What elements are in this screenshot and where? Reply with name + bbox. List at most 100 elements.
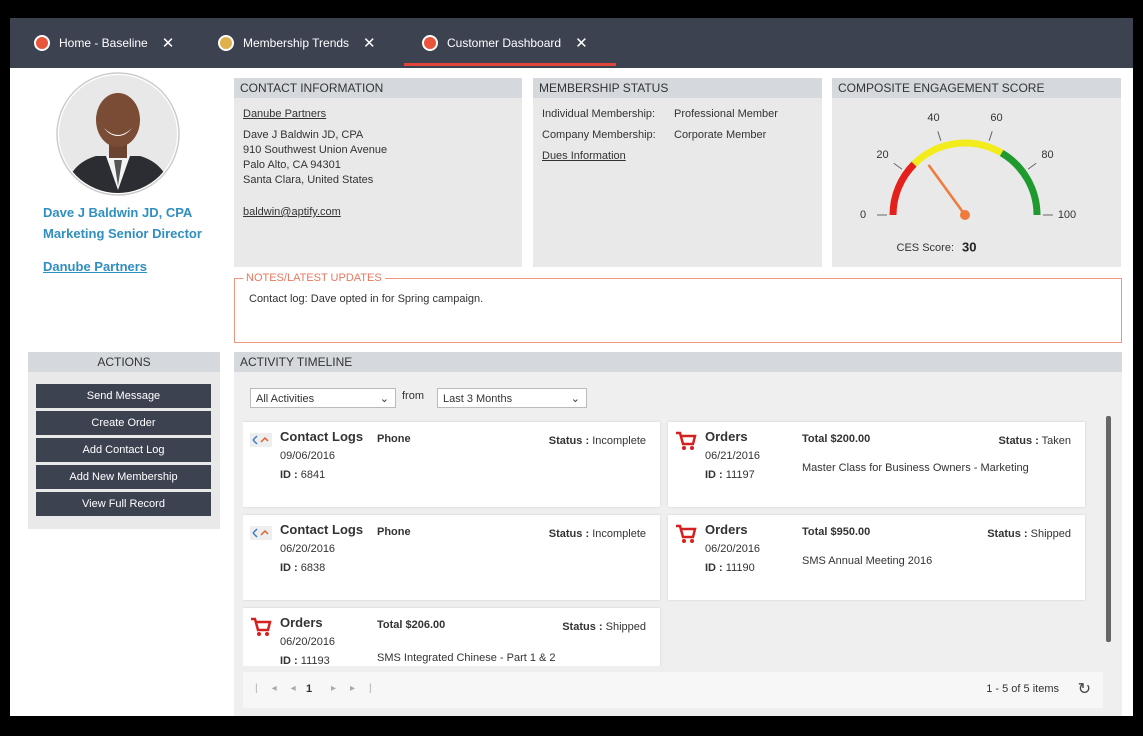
item-description: SMS Integrated Chinese - Part 1 & 2 xyxy=(377,652,556,664)
actions-title: ACTIONS xyxy=(28,352,220,372)
cart-icon xyxy=(674,430,698,452)
item-date: 06/21/2016 xyxy=(705,450,760,462)
membership-value: Corporate Member xyxy=(674,129,766,141)
contact-line: Santa Clara, United States xyxy=(243,174,373,186)
item-status: Status : Shipped xyxy=(987,528,1071,540)
item-id: ID : 6841 xyxy=(280,469,325,481)
contact-email[interactable]: baldwin@aptify.com xyxy=(243,206,341,218)
contact-log-icon xyxy=(249,430,273,452)
item-status-label: Status : xyxy=(998,435,1038,447)
timeline-title: ACTIVITY TIMELINE xyxy=(234,352,1122,372)
gauge-tick xyxy=(894,163,902,169)
profile-company[interactable]: Danube Partners xyxy=(43,259,147,274)
item-status-value: Incomplete xyxy=(592,435,646,447)
item-status-label: Status : xyxy=(562,621,602,633)
pager-next[interactable]: ▸▸| xyxy=(331,683,386,694)
cart-body xyxy=(676,433,695,444)
gauge-band xyxy=(1002,153,1037,215)
contact-log-icon xyxy=(249,523,273,545)
timeline-card[interactable]: Contact Logs06/20/2016ID : 6838PhoneStat… xyxy=(243,515,660,600)
cart-wheel xyxy=(265,632,269,636)
item-id-value: 11193 xyxy=(301,655,330,666)
item-type: Orders xyxy=(280,615,323,630)
tab[interactable]: Membership Trends✕ xyxy=(218,18,376,68)
item-id-label: ID : xyxy=(280,655,298,666)
contact-line: Palo Alto, CA 94301 xyxy=(243,159,341,171)
item-id-label: ID : xyxy=(280,562,298,574)
gauge-band xyxy=(914,143,1002,164)
timeline-card[interactable]: Orders06/20/2016ID : 11193Total $206.00S… xyxy=(243,608,660,666)
item-id-value: 6838 xyxy=(301,562,325,574)
item-description: SMS Annual Meeting 2016 xyxy=(802,555,932,567)
action-button[interactable]: View Full Record xyxy=(36,492,211,516)
gauge-tick-label: 40 xyxy=(927,112,939,124)
item-status-value: Taken xyxy=(1042,435,1071,447)
activity-filter[interactable]: All Activities⌄ xyxy=(250,388,396,408)
tab-close[interactable]: ✕ xyxy=(162,34,175,52)
cart-wheel xyxy=(690,539,694,543)
contact-line: 910 Southwest Union Avenue xyxy=(243,144,387,156)
tab-bar: Home - Baseline✕Membership Trends✕Custom… xyxy=(10,18,1133,68)
dropdown-arrow: ⌄ xyxy=(571,389,580,409)
contact-company[interactable]: Danube Partners xyxy=(243,108,326,120)
tab-icon xyxy=(218,35,234,51)
engagement-title: COMPOSITE ENGAGEMENT SCORE xyxy=(832,78,1121,98)
timeline-card[interactable]: Orders06/20/2016ID : 11190Total $950.00S… xyxy=(668,515,1085,600)
tab[interactable]: Customer Dashboard ✕ xyxy=(422,18,588,68)
range-filter[interactable]: Last 3 Months⌄ xyxy=(437,388,587,408)
membership-panel: MEMBERSHIP STATUS Dues Information Indiv… xyxy=(533,78,822,267)
cart-icon xyxy=(249,616,273,638)
tab-icon xyxy=(422,35,438,51)
item-id-label: ID : xyxy=(280,469,298,481)
dues-link[interactable]: Dues Information xyxy=(542,150,626,162)
pager-prev[interactable]: |◂◂ xyxy=(255,683,310,694)
item-id: ID : 11190 xyxy=(705,562,755,574)
scrollbar[interactable] xyxy=(1106,416,1111,642)
timeline-card[interactable]: Contact Logs 09/06/2016 ID : 6841 Phone Stat… xyxy=(243,422,660,507)
profile-name: Dave J Baldwin JD, CPA xyxy=(43,205,192,220)
item-date: 09/06/2016 xyxy=(280,450,335,462)
item-status: Status : Incomplete xyxy=(549,435,646,447)
contact-title: CONTACT INFORMATION xyxy=(234,78,522,98)
tab-icon xyxy=(34,35,50,51)
item-date: 06/20/2016 xyxy=(705,543,760,555)
cart-body xyxy=(676,526,695,537)
action-button[interactable]: Create Order xyxy=(36,411,211,435)
item-status-value: Shipped xyxy=(606,621,646,633)
gauge-tick-label: 80 xyxy=(1041,149,1053,161)
item-status-label: Status : xyxy=(549,528,589,540)
membership-label: Company Membership: xyxy=(542,129,656,141)
action-button[interactable]: Send Message xyxy=(36,384,211,408)
gauge-tick-label: 100 xyxy=(1058,209,1076,221)
tab[interactable]: Home - Baseline ✕ xyxy=(34,18,174,68)
item-total: Total $206.00 xyxy=(377,619,445,631)
action-button[interactable]: Add New Membership xyxy=(36,465,211,489)
pager: |◂◂ 1 ▸▸| 1 - 5 of 5 items ↻ xyxy=(243,672,1103,708)
item-date: 06/20/2016 xyxy=(280,543,335,555)
notes-box: NOTES/LATEST UPDATES Contact log: Dave o… xyxy=(234,278,1122,343)
item-id: ID : 11197 xyxy=(705,469,755,481)
action-button[interactable]: Add Contact Log xyxy=(36,438,211,462)
tab-label: Customer Dashboard xyxy=(447,36,561,50)
item-id: ID : 11193 xyxy=(280,655,330,666)
timeline-card[interactable]: Orders06/21/2016ID : 11197Total $200.00M… xyxy=(668,422,1085,507)
refresh-button[interactable]: ↻ xyxy=(1078,679,1091,699)
tab-close[interactable]: ✕ xyxy=(575,34,588,52)
contact-panel: CONTACT INFORMATION Danube Partners bald… xyxy=(234,78,522,267)
item-type: Contact Logs xyxy=(280,429,363,444)
tab-close[interactable]: ✕ xyxy=(363,34,376,52)
tab-label: Home - Baseline xyxy=(59,36,148,50)
dropdown-arrow: ⌄ xyxy=(380,389,389,409)
pager-page[interactable]: 1 xyxy=(306,683,312,695)
item-id-label: ID : xyxy=(705,562,723,574)
notes-title: NOTES/LATEST UPDATES xyxy=(243,272,385,284)
item-channel: Phone xyxy=(377,433,411,445)
cart-wheel xyxy=(682,539,686,543)
item-total: Total $200.00 xyxy=(802,433,870,445)
cart-icon xyxy=(674,523,698,545)
profile-title: Marketing Senior Director xyxy=(43,226,202,241)
item-type: Orders xyxy=(705,522,748,537)
contact-line: Dave J Baldwin JD, CPA xyxy=(243,129,363,141)
from-label: from xyxy=(402,390,424,402)
gauge-tick-label: 60 xyxy=(990,112,1002,124)
